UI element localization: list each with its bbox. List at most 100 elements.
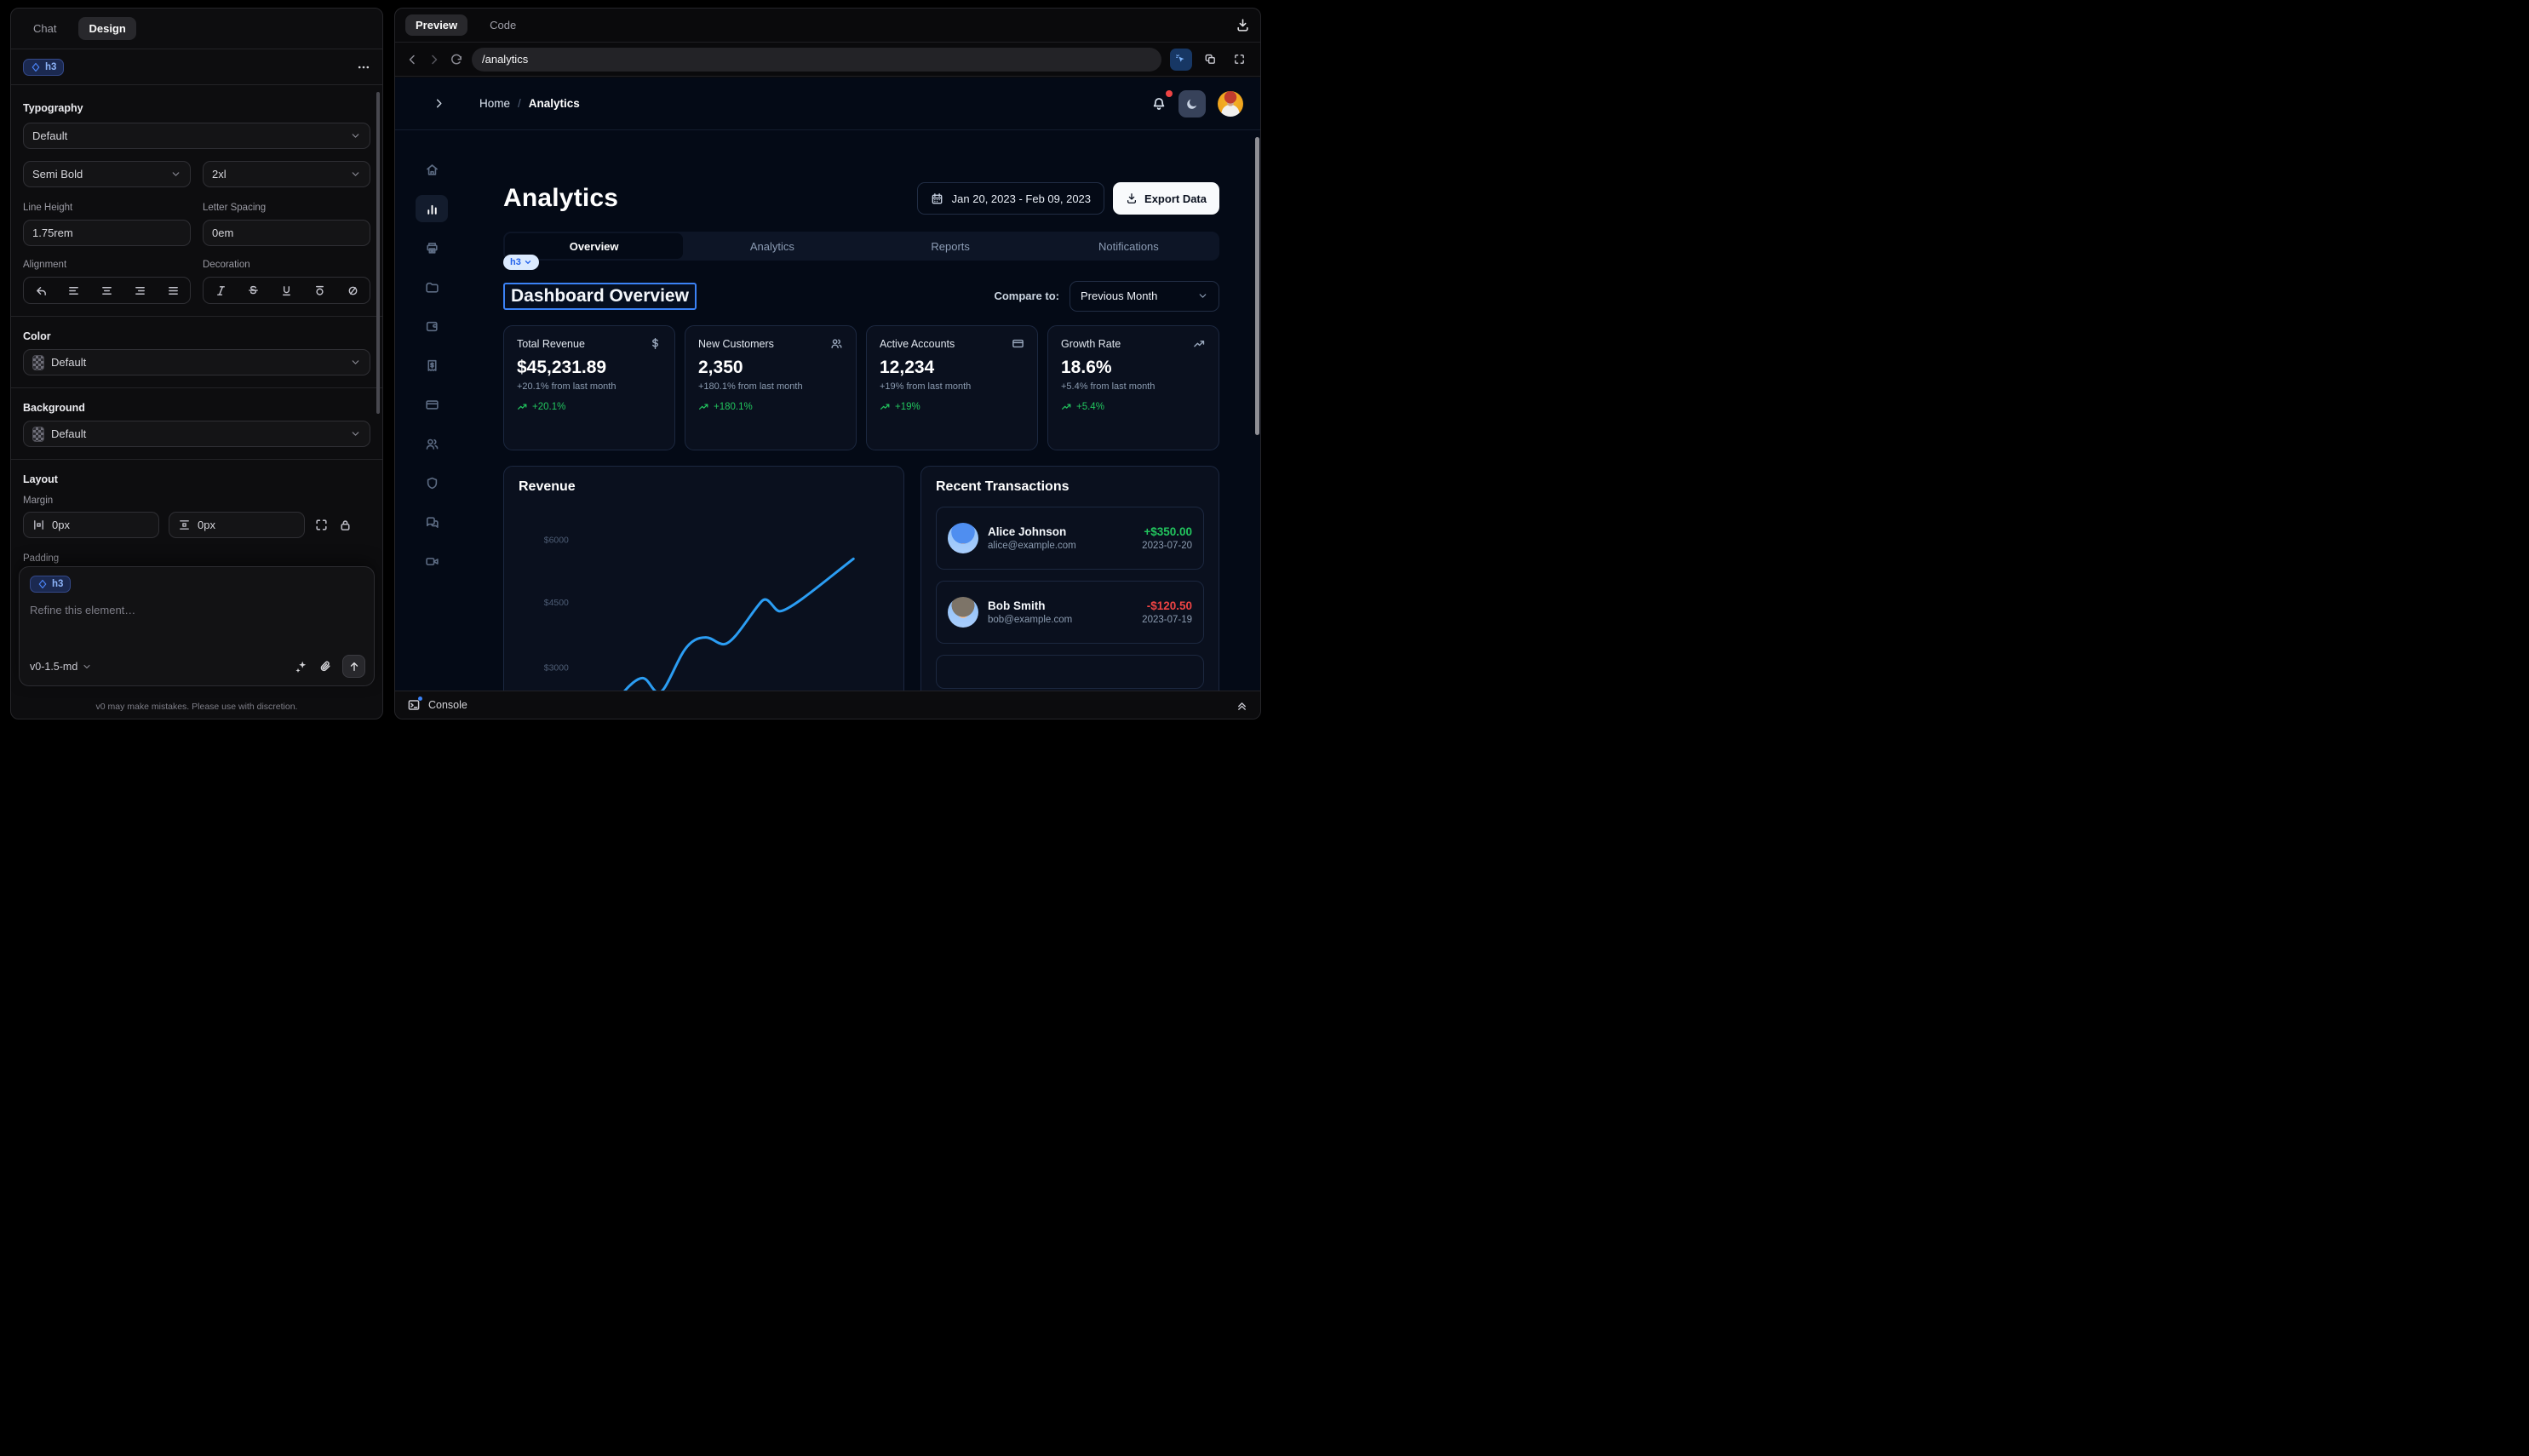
export-data-button[interactable]: Export Data: [1113, 182, 1219, 215]
inspector-tag-pill[interactable]: h3: [503, 255, 539, 270]
stat-card-new-customers[interactable]: New Customers 2,350 +180.1% from last mo…: [685, 325, 857, 450]
underline-icon[interactable]: [278, 282, 295, 299]
shield-icon: [427, 477, 437, 489]
chevrons-up-icon[interactable]: [1236, 699, 1248, 712]
sidebar-item-files[interactable]: [416, 273, 448, 301]
copy-icon[interactable]: [1199, 49, 1221, 71]
download-icon: [1127, 193, 1137, 203]
paperclip-icon[interactable]: [318, 660, 332, 674]
color-select[interactable]: Default: [23, 349, 370, 375]
sidebar-item-wallet[interactable]: [416, 312, 448, 340]
sidebar-chevron-icon[interactable]: [433, 97, 445, 110]
strikethrough-icon[interactable]: [245, 282, 262, 299]
breadcrumb: Home / Analytics: [479, 97, 580, 110]
date-range-button[interactable]: Jan 20, 2023 - Feb 09, 2023: [916, 182, 1105, 215]
breadcrumb-current: Analytics: [528, 97, 580, 110]
refine-element-badge[interactable]: h3: [30, 576, 72, 593]
console-bar[interactable]: Console: [395, 691, 1260, 719]
credit-card-icon: [1012, 339, 1024, 348]
font-size-select[interactable]: 2xl: [203, 161, 370, 187]
align-right-icon[interactable]: [131, 282, 148, 299]
sidebar-item-home[interactable]: [416, 156, 448, 183]
font-weight-select[interactable]: Semi Bold: [23, 161, 191, 187]
svg-text:$3000: $3000: [544, 663, 569, 673]
sidebar-item-customers[interactable]: [416, 430, 448, 457]
expand-icon[interactable]: [314, 518, 329, 532]
preview-panel: Preview Code /analytics Home /: [394, 8, 1261, 719]
no-decoration-icon[interactable]: [344, 282, 361, 299]
lock-icon[interactable]: [338, 518, 353, 532]
stat-card-active-accounts[interactable]: Active Accounts 12,234 +19% from last mo…: [866, 325, 1038, 450]
background-select[interactable]: Default: [23, 421, 370, 447]
transaction-row[interactable]: Bob Smith bob@example.com -$120.50 2023-…: [936, 581, 1204, 644]
theme-toggle-button[interactable]: [1178, 89, 1206, 118]
line-height-input[interactable]: 1.75rem: [23, 220, 191, 246]
font-select[interactable]: Default: [23, 123, 370, 149]
folder-icon: [425, 282, 439, 293]
stat-card-total-revenue[interactable]: Total Revenue $45,231.89 +20.1% from las…: [503, 325, 675, 450]
revenue-chart-card: Revenue $6000 $4500 $3000: [503, 466, 904, 691]
align-justify-icon[interactable]: [164, 282, 181, 299]
refresh-icon[interactable]: [450, 53, 463, 66]
back-icon[interactable]: [405, 53, 419, 66]
sidebar-item-invoices[interactable]: [416, 234, 448, 261]
tab-design[interactable]: Design: [78, 17, 136, 40]
undo-icon[interactable]: [32, 282, 49, 299]
model-select[interactable]: v0-1.5-md: [30, 661, 92, 673]
trending-up-icon: [1194, 340, 1205, 347]
tab-reports[interactable]: Reports: [931, 239, 970, 253]
chevron-down-icon: [352, 360, 359, 364]
selected-element-badge[interactable]: h3: [23, 58, 65, 76]
bell-icon: [1153, 97, 1165, 110]
preview-tab-bar: Preview Code: [395, 9, 1260, 43]
margin-y-input[interactable]: 0px: [169, 512, 305, 538]
viewport-scrollbar[interactable]: [1255, 137, 1259, 435]
align-center-icon[interactable]: [99, 282, 116, 299]
home-icon: [426, 163, 438, 175]
page-title: Analytics: [503, 184, 619, 212]
compare-select[interactable]: Previous Month: [1070, 280, 1219, 312]
user-avatar[interactable]: [1218, 90, 1243, 117]
sidebar-item-messages[interactable]: [416, 508, 448, 536]
tab-chat[interactable]: Chat: [33, 22, 57, 35]
maximize-icon[interactable]: [1228, 49, 1250, 71]
tab-code[interactable]: Code: [490, 19, 517, 32]
breadcrumb-home[interactable]: Home: [479, 97, 511, 110]
sidebar-item-video[interactable]: [416, 547, 448, 575]
align-left-icon[interactable]: [66, 282, 83, 299]
tab-analytics[interactable]: Analytics: [749, 239, 794, 253]
design-controls: Typography Default Semi Bold 2xl Line He…: [11, 85, 382, 596]
app-main: Analytics Jan 20, 2023 - Feb 09, 2023 Ex…: [468, 130, 1260, 691]
italic-icon[interactable]: [212, 282, 229, 299]
tab-notifications[interactable]: Notifications: [1098, 239, 1159, 253]
refine-input[interactable]: Refine this element…: [30, 604, 136, 616]
forward-icon[interactable]: [427, 53, 441, 66]
sparkles-icon[interactable]: [295, 660, 308, 674]
sidebar-item-analytics[interactable]: [416, 195, 448, 222]
transaction-date: 2023-07-20: [1142, 541, 1192, 551]
sidebar-item-receipts[interactable]: [416, 352, 448, 379]
svg-text:$4500: $4500: [544, 599, 569, 608]
sidebar-item-security[interactable]: [416, 469, 448, 496]
revenue-title: Revenue: [519, 479, 576, 494]
tab-preview[interactable]: Preview: [405, 14, 468, 36]
url-input[interactable]: /analytics: [472, 47, 1161, 72]
decoration-group: [203, 277, 370, 304]
notifications-button[interactable]: [1151, 89, 1173, 112]
ellipsis-icon[interactable]: [357, 60, 370, 74]
selection-outline[interactable]: Dashboard Overview: [503, 282, 697, 310]
transaction-row[interactable]: Alice Johnson alice@example.com +$350.00…: [936, 507, 1204, 570]
chevron-down-icon: [352, 134, 359, 138]
transaction-amount: +$350.00: [1144, 525, 1192, 538]
stat-card-growth-rate[interactable]: Growth Rate 18.6% +5.4% from last month …: [1047, 325, 1219, 450]
panel-scrollbar[interactable]: [376, 92, 380, 414]
send-button[interactable]: [342, 655, 365, 678]
select-tool-icon[interactable]: [1170, 48, 1192, 71]
margin-x-input[interactable]: 0px: [23, 512, 159, 538]
letter-spacing-input[interactable]: 0em: [203, 220, 370, 246]
divider: [11, 316, 382, 317]
sidebar-item-cards[interactable]: [416, 391, 448, 418]
overline-icon[interactable]: [311, 282, 328, 299]
download-icon[interactable]: [1236, 18, 1250, 32]
revenue-line-chart: $6000 $4500 $3000: [544, 536, 855, 691]
